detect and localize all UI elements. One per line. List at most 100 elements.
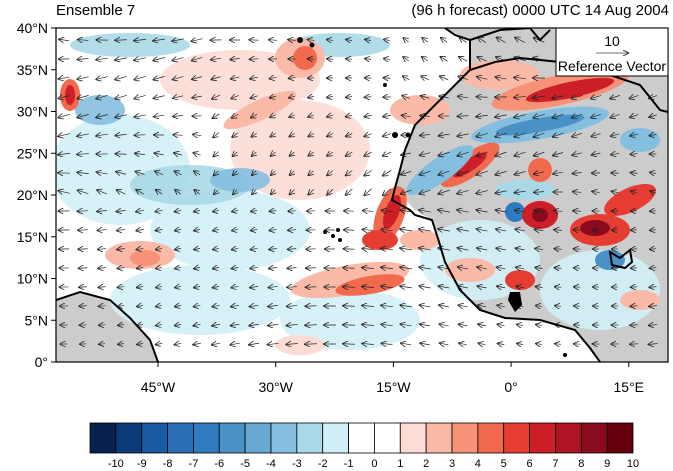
wind-vector xyxy=(268,305,278,306)
wind-vector xyxy=(476,191,488,194)
wind-vector xyxy=(136,229,144,230)
wind-vector xyxy=(78,211,89,212)
wind-vector xyxy=(192,77,203,80)
wind-vector xyxy=(457,152,469,156)
wind-vector xyxy=(175,248,182,249)
wind-vector xyxy=(251,229,258,230)
wind-vector xyxy=(421,96,430,98)
lat-tick-label: 0° xyxy=(35,354,48,370)
wind-vector xyxy=(231,286,239,287)
colorbar-swatch xyxy=(270,422,298,454)
wind-vector xyxy=(592,153,601,155)
wind-vector xyxy=(514,77,526,78)
colorbar-label: 9 xyxy=(604,458,610,470)
wind-vector xyxy=(96,58,108,60)
wind-vector xyxy=(572,153,582,155)
wind-vector xyxy=(213,152,218,157)
wind-vector xyxy=(362,325,374,326)
wind-vector xyxy=(422,57,429,61)
wind-vector xyxy=(441,38,448,43)
wind-vector xyxy=(460,38,467,43)
wind-vector xyxy=(213,210,220,211)
wind-vector xyxy=(381,343,393,344)
wind-vector xyxy=(383,134,392,137)
wind-vector xyxy=(78,190,89,193)
wind-vector xyxy=(287,287,297,288)
colorbar-label: -5 xyxy=(240,458,250,470)
wind-vector xyxy=(231,77,240,79)
wind-vector xyxy=(115,134,127,135)
wind-vector xyxy=(420,134,431,135)
wind-vector xyxy=(439,286,450,288)
colorbar-swatch xyxy=(244,422,272,454)
wind-vector xyxy=(381,248,393,249)
wind-vectors xyxy=(58,37,658,345)
wind-vector xyxy=(440,343,449,345)
wind-vector xyxy=(495,191,507,193)
wind-vector xyxy=(346,188,353,195)
wind-vector xyxy=(381,305,393,306)
wind-vector xyxy=(96,77,108,80)
wind-vector xyxy=(232,133,238,137)
wind-vector xyxy=(440,76,449,79)
wind-vector xyxy=(134,76,146,79)
colorbar-swatch xyxy=(606,422,634,454)
wind-vector xyxy=(592,191,600,192)
wind-vector xyxy=(383,170,392,175)
wind-vector xyxy=(555,344,562,345)
wind-vector xyxy=(270,115,277,118)
wind-vector xyxy=(231,324,240,326)
wind-vector xyxy=(381,286,393,287)
wind-vector xyxy=(115,76,127,79)
colorbar-label: -8 xyxy=(163,458,173,470)
wind-vector xyxy=(134,39,146,40)
wind-vector xyxy=(115,115,127,118)
wind-vector xyxy=(401,190,412,194)
wind-vector xyxy=(535,267,543,268)
wind-vector xyxy=(400,248,412,250)
wind-vector xyxy=(365,39,372,40)
colorbar-swatch xyxy=(89,422,117,454)
wind-vector xyxy=(364,134,372,137)
map-content xyxy=(56,28,668,362)
lon-tick-label: 0° xyxy=(504,379,517,395)
colorbar-swatch xyxy=(399,422,427,454)
wind-vector xyxy=(650,230,657,231)
colorbar-label: -10 xyxy=(108,458,124,470)
wind-vector xyxy=(308,171,313,175)
wind-vector xyxy=(495,152,507,156)
wind-vector xyxy=(496,210,507,212)
wind-vector xyxy=(516,248,525,249)
wind-vector xyxy=(534,172,545,174)
colorbar-swatch xyxy=(425,422,453,454)
wind-vector xyxy=(476,210,488,212)
wind-vector xyxy=(269,286,278,287)
wind-vector xyxy=(194,286,201,287)
wind-vector xyxy=(514,115,526,118)
wind-vector xyxy=(79,268,88,269)
colorbar-swatch xyxy=(374,422,401,454)
wind-vector xyxy=(420,171,431,175)
wind-vector xyxy=(211,58,222,60)
wind-vector xyxy=(611,114,620,117)
wind-vector xyxy=(97,172,108,174)
wind-vector xyxy=(231,95,239,98)
wind-vector xyxy=(612,191,619,193)
wind-vector xyxy=(457,210,469,212)
wind-vector xyxy=(212,95,221,99)
wind-vector xyxy=(175,286,182,287)
wind-vector xyxy=(250,77,258,79)
wind-vector xyxy=(457,116,469,117)
wind-vector xyxy=(271,171,275,175)
wind-vector xyxy=(649,344,658,345)
wind-vector xyxy=(459,343,467,345)
wind-vector xyxy=(155,210,163,211)
wind-vector xyxy=(233,171,237,175)
wind-vector xyxy=(649,325,658,326)
colorbar-label: -3 xyxy=(292,458,302,470)
wind-vector xyxy=(175,229,182,230)
wind-vector xyxy=(77,77,89,79)
wind-vector xyxy=(457,171,469,175)
wind-vector xyxy=(327,40,334,41)
wind-vector xyxy=(497,37,506,43)
